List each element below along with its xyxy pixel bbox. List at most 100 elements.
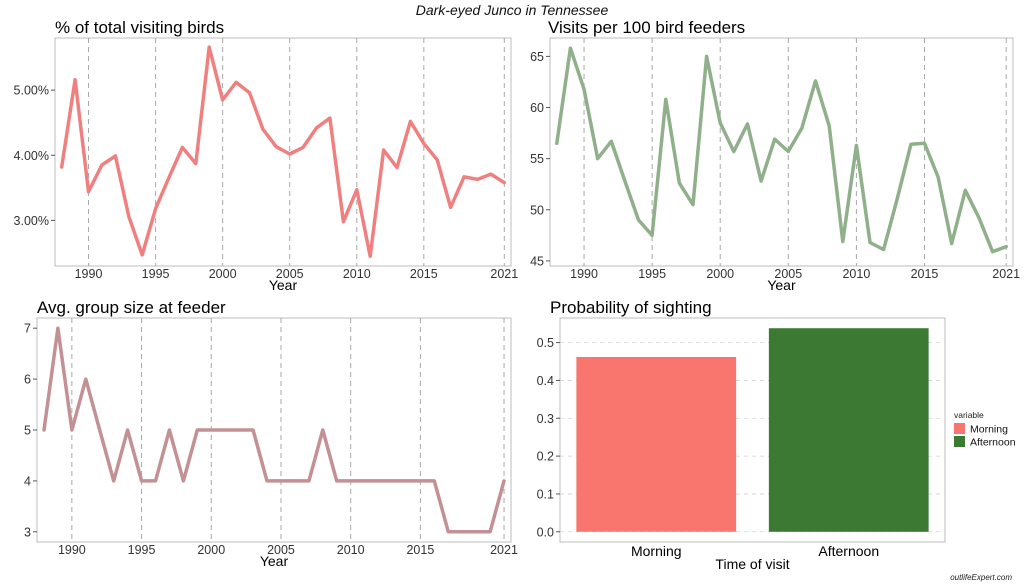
data-point — [623, 179, 627, 183]
y-tick-label: 6 — [24, 373, 31, 387]
x-tick-label: 2010 — [842, 267, 870, 281]
y-tick-label: 5.00% — [14, 84, 49, 98]
y-tick-label: 3.00% — [14, 214, 49, 228]
y-tick-label: 65 — [530, 50, 544, 64]
watermark: outlifeExpert.com — [950, 573, 1012, 582]
plot-frame — [559, 317, 946, 543]
data-point — [419, 479, 422, 483]
series-line — [59, 45, 507, 258]
data-point — [56, 326, 60, 330]
y-tick-label: 4.00% — [14, 149, 49, 163]
data-point — [73, 78, 77, 81]
x-tick-label: 2005 — [267, 543, 295, 557]
data-point — [221, 98, 224, 102]
data-point — [140, 479, 143, 483]
data-point — [70, 428, 74, 432]
x-tick-label: 1995 — [128, 543, 156, 557]
bar-afternoon — [768, 328, 929, 532]
data-point — [489, 172, 493, 176]
y-tick-label: 3 — [24, 525, 31, 539]
data-point — [447, 530, 450, 534]
data-point — [293, 479, 297, 483]
data-point — [923, 142, 926, 145]
chart-pct: % of total visiting birds 1990 1995 2000 200… — [14, 18, 519, 293]
x-tick-label: 1995 — [142, 267, 170, 281]
series-line — [42, 326, 506, 534]
data-point — [265, 479, 269, 483]
data-point — [301, 146, 305, 149]
data-point — [395, 166, 399, 169]
x-tick-label: 2000 — [197, 543, 225, 557]
x-tick-label: 2010 — [343, 267, 371, 281]
legend-swatch-afternoon — [954, 436, 965, 447]
data-point — [321, 428, 324, 432]
y-tick-label: 7 — [24, 322, 31, 336]
data-point — [436, 158, 439, 162]
data-point — [882, 248, 885, 251]
chart-title: % of total visiting birds — [55, 18, 224, 37]
x-tick-label: 2005 — [276, 267, 304, 281]
data-point — [98, 428, 101, 432]
bar-morning — [576, 356, 737, 532]
data-point — [84, 377, 87, 381]
data-point — [288, 152, 291, 156]
data-point — [140, 253, 144, 257]
data-point — [841, 240, 844, 243]
y-tick-label: 0.5 — [537, 336, 554, 350]
x-tick-label: Morning — [631, 543, 682, 559]
y-tick-label: 0.2 — [537, 450, 554, 464]
data-point — [335, 479, 338, 483]
x-axis-label: Time of visit — [715, 556, 789, 572]
x-axis-label: Year — [269, 277, 298, 293]
data-point — [827, 124, 831, 128]
data-point — [732, 150, 736, 153]
data-point — [194, 162, 198, 165]
data-point — [705, 55, 708, 58]
data-point — [251, 428, 255, 432]
x-tick-label: 1990 — [570, 267, 598, 281]
data-point — [855, 144, 858, 147]
data-point — [261, 128, 265, 131]
data-point — [800, 126, 804, 130]
legend-label: Afternoon — [970, 437, 1016, 449]
data-point — [503, 181, 506, 184]
chart-title: Avg. group size at feeder — [37, 298, 226, 317]
data-point — [363, 479, 366, 483]
data-point — [422, 142, 426, 145]
data-point — [405, 479, 408, 483]
x-tick-label: 2015 — [406, 543, 434, 557]
data-point — [328, 116, 332, 120]
x-tick-label: 2010 — [337, 543, 365, 557]
data-point — [449, 206, 452, 209]
x-tick-label: 2015 — [911, 267, 939, 281]
data-point — [196, 428, 199, 432]
data-point — [154, 479, 157, 483]
data-point — [126, 428, 129, 432]
data-point — [691, 203, 695, 206]
x-tick-label: 2000 — [209, 267, 237, 281]
data-point — [409, 120, 412, 123]
y-tick-label: 0.1 — [537, 487, 554, 501]
data-point — [100, 163, 104, 167]
chart-group: Avg. group size at feeder 1990 1995 2000 200… — [24, 298, 518, 569]
data-point — [433, 479, 436, 483]
data-point — [977, 216, 981, 220]
data-point — [60, 165, 63, 169]
series-line — [555, 46, 1008, 254]
data-point — [307, 479, 311, 483]
y-tick-label: 4 — [24, 474, 31, 488]
data-point — [474, 530, 478, 534]
data-point — [114, 154, 117, 158]
chart-title: Visits per 100 bird feeders — [548, 18, 745, 37]
data-point — [224, 428, 227, 432]
data-point — [461, 530, 464, 534]
data-point — [167, 176, 171, 179]
data-point — [112, 479, 115, 483]
legend-label: Morning — [970, 424, 1008, 436]
data-point — [210, 428, 213, 432]
data-point — [87, 190, 90, 193]
data-point — [650, 234, 654, 237]
x-axis-label: Year — [260, 553, 289, 569]
data-point — [208, 45, 211, 49]
data-point — [610, 140, 613, 143]
